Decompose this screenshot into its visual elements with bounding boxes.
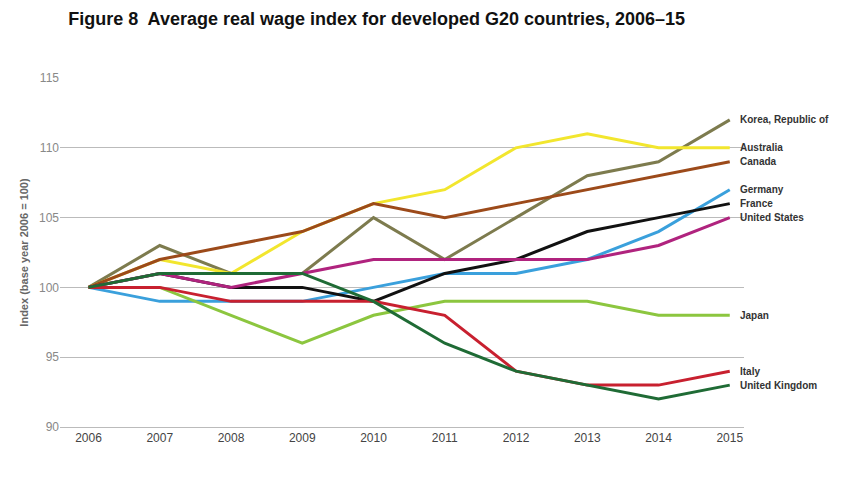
svg-text:United States: United States: [740, 212, 804, 223]
svg-text:Australia: Australia: [740, 142, 783, 153]
svg-text:2013: 2013: [574, 431, 601, 445]
svg-text:France: France: [740, 198, 773, 209]
svg-text:2009: 2009: [289, 431, 316, 445]
svg-text:2012: 2012: [503, 431, 530, 445]
svg-text:United Kingdom: United Kingdom: [740, 380, 817, 391]
svg-text:Italy: Italy: [740, 366, 760, 377]
svg-text:100: 100: [39, 281, 59, 295]
svg-text:2015: 2015: [716, 431, 743, 445]
svg-text:Figure 8 Average real wage in: Figure 8 Average real wage index for dev…: [68, 9, 685, 29]
svg-text:2011: 2011: [432, 431, 458, 445]
svg-text:2010: 2010: [360, 431, 387, 445]
svg-text:115: 115: [40, 71, 59, 85]
svg-text:105: 105: [39, 211, 59, 225]
svg-text:2007: 2007: [146, 431, 173, 445]
svg-text:95: 95: [46, 350, 60, 364]
svg-text:Korea, Republic of: Korea, Republic of: [740, 114, 829, 125]
svg-text:2008: 2008: [218, 431, 245, 445]
svg-text:Japan: Japan: [740, 310, 769, 321]
svg-text:2014: 2014: [645, 431, 672, 445]
svg-text:Germany: Germany: [740, 184, 784, 195]
svg-text:Index (base year 2006 = 100): Index (base year 2006 = 100): [18, 178, 30, 327]
svg-text:90: 90: [46, 420, 60, 434]
svg-text:Canada: Canada: [740, 156, 777, 167]
svg-text:110: 110: [40, 141, 59, 155]
svg-text:2006: 2006: [75, 431, 102, 445]
